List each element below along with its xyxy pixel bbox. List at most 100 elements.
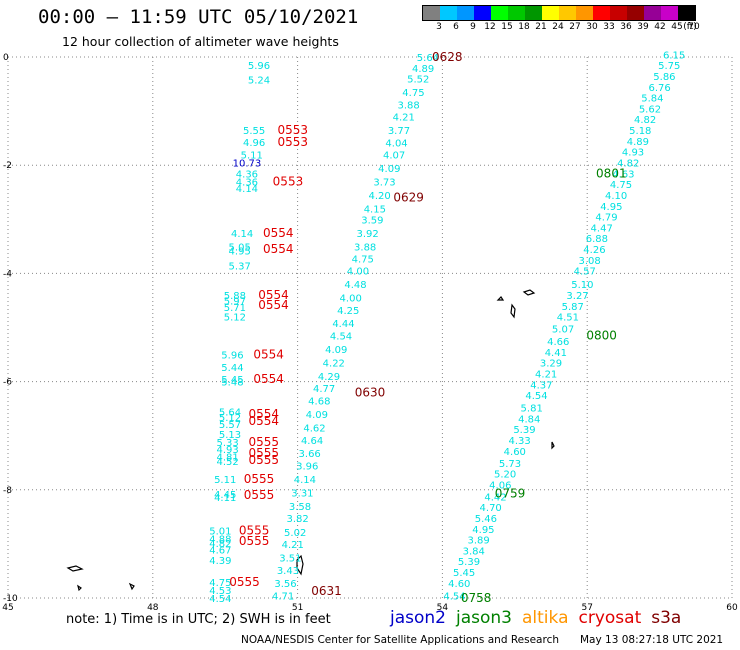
credit-text: NOAA/NESDIS Center for Satellite Applica… [241, 634, 559, 646]
island-outline [296, 554, 304, 576]
wave-height-value: 4.89 [627, 137, 649, 148]
wave-height-value: 4.04 [385, 138, 407, 149]
wave-height-value: 4.82 [617, 158, 639, 169]
wave-height-value: 4.22 [323, 359, 345, 370]
wave-height-value: 3.31 [291, 489, 313, 500]
legend-label: 6 [453, 22, 459, 32]
wave-height-value: 5.33 [216, 438, 238, 449]
wave-height-value: 5.11 [214, 475, 236, 486]
wave-height-value: 3.27 [566, 291, 588, 302]
wave-height-value: 4.45 [214, 490, 236, 501]
wave-height-value: 4.09 [378, 164, 400, 175]
satellite-altika: altika [522, 608, 569, 628]
wave-height-value: 4.21 [535, 369, 557, 380]
legend-swatch [474, 6, 491, 20]
pass-time-label: 0800 [586, 329, 617, 343]
pass-time-label: 0554 [249, 407, 280, 421]
wave-height-value: 4.14 [231, 229, 253, 240]
wave-height-value: 5.45 [221, 375, 243, 386]
legend-label: 18 [518, 22, 530, 32]
wave-height-value: 4.60 [504, 447, 526, 458]
legend-swatch [491, 6, 508, 20]
wave-height-value: 4.53 [209, 586, 231, 597]
wave-height-value: 5.46 [475, 514, 497, 525]
island-outline [128, 582, 135, 591]
wave-height-value: 4.10 [605, 191, 627, 202]
wave-height-value: 5.81 [521, 404, 543, 415]
wave-height-value: 4.95 [472, 525, 494, 536]
wave-height-value: 4.07 [383, 150, 405, 161]
pass-time-label: 0553 [277, 123, 308, 137]
wave-height-value: 5.05 [229, 242, 251, 253]
wave-height-value: 4.39 [209, 556, 231, 567]
wave-height-value: 4.00 [340, 294, 362, 305]
wave-height-value: 4.71 [272, 591, 294, 602]
island-outline [510, 303, 516, 319]
wave-height-value: 4.84 [518, 414, 540, 425]
pass-time-label: 0554 [263, 226, 294, 240]
wave-height-value: 4.95 [600, 202, 622, 213]
legend-swatch [457, 6, 474, 20]
legend-unit: (ft) [683, 22, 697, 32]
wave-height-value: 5.12 [224, 313, 246, 324]
wave-height-value: 3.51 [279, 553, 301, 564]
wave-height-value: 4.41 [545, 348, 567, 359]
legend-swatch [576, 6, 593, 20]
wave-height-value: 4.26 [583, 245, 605, 256]
wave-height-value: 10.73 [233, 158, 262, 169]
wave-height-value: 4.96 [243, 138, 265, 149]
wave-height-value: 4.09 [306, 410, 328, 421]
legend-swatches [422, 5, 696, 21]
wave-height-value: 4.93 [216, 445, 238, 456]
island-outline [551, 441, 555, 450]
lat-tick-label: -2 [3, 161, 12, 171]
wave-height-value: 5.10 [571, 280, 593, 291]
lon-tick-label: 54 [437, 603, 449, 613]
wave-height-value: 4.88 [209, 534, 231, 545]
lat-tick-label: -8 [3, 486, 12, 496]
wave-height-value: 5.52 [407, 75, 429, 86]
wave-height-value: 5.20 [494, 470, 516, 481]
pass-time-label: 0631 [311, 584, 342, 598]
wave-height-value: 5.12 [219, 413, 241, 424]
wave-height-value: 4.75 [209, 578, 231, 589]
wave-height-value: 4.93 [622, 148, 644, 159]
satellite-s3a: s3a [651, 608, 682, 628]
pass-time-label: 0555 [244, 472, 275, 486]
lon-tick-label: 45 [2, 603, 13, 613]
pass-time-label: 0554 [253, 372, 284, 386]
wave-height-value: 5.88 [224, 291, 246, 302]
wave-height-value: 4.82 [634, 115, 656, 126]
wave-height-value: 5.71 [224, 303, 246, 314]
wave-height-value: 4.44 [332, 319, 354, 330]
pass-time-label: 0555 [244, 488, 275, 502]
wave-height-value: 5.96 [221, 351, 243, 362]
wave-height-value: 5.96 [248, 61, 270, 72]
wave-height-value: 3.66 [299, 449, 321, 460]
wave-height-value: 4.15 [364, 204, 386, 215]
wave-height-value: 4.60 [448, 579, 470, 590]
pass-time-label: 0628 [432, 50, 463, 64]
legend-label: 27 [569, 22, 581, 32]
lon-tick-label: 51 [292, 603, 303, 613]
wave-height-value: 5.75 [658, 61, 680, 72]
wave-height-value: 4.51 [557, 313, 579, 324]
wave-height-value: 5.07 [552, 325, 574, 336]
legend-swatch [644, 6, 661, 20]
wave-height-value: 5.13 [219, 430, 241, 441]
lat-tick-label: 0 [3, 53, 9, 63]
legend-swatch [423, 6, 440, 20]
wave-height-value: 3.84 [463, 546, 485, 557]
wave-height-value: 4.75 [352, 254, 374, 265]
legend-label: 33 [603, 22, 615, 32]
island-outline [66, 565, 84, 572]
legend-label: 30 [586, 22, 598, 32]
wave-height-value: 4.54 [209, 594, 231, 605]
wave-height-value: 3.96 [296, 461, 318, 472]
wave-height-value: 4.25 [337, 306, 359, 317]
satellite-cryosat: cryosat [578, 608, 642, 628]
wave-height-value: 4.21 [282, 540, 304, 551]
timestamp-text: May 13 08:27:18 UTC 2021 [580, 634, 724, 646]
legend-label: 9 [470, 22, 476, 32]
